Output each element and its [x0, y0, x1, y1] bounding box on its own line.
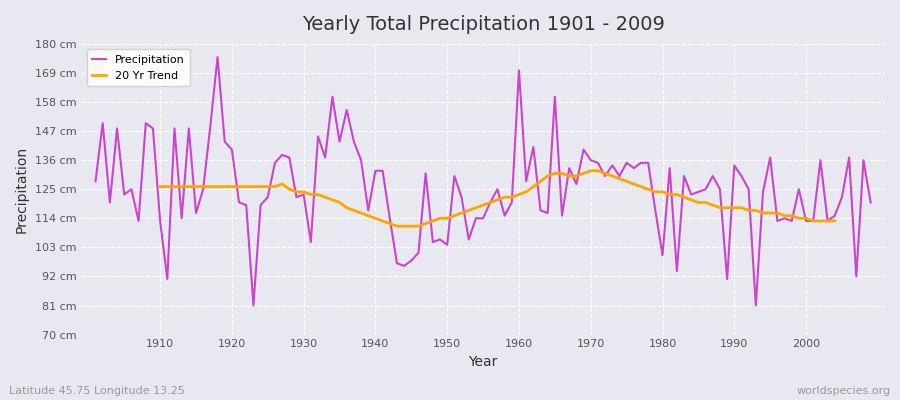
Title: Yearly Total Precipitation 1901 - 2009: Yearly Total Precipitation 1901 - 2009 — [302, 15, 664, 34]
Legend: Precipitation, 20 Yr Trend: Precipitation, 20 Yr Trend — [86, 50, 190, 86]
X-axis label: Year: Year — [468, 355, 498, 369]
Text: Latitude 45.75 Longitude 13.25: Latitude 45.75 Longitude 13.25 — [9, 386, 184, 396]
Y-axis label: Precipitation: Precipitation — [15, 146, 29, 233]
Text: worldspecies.org: worldspecies.org — [796, 386, 891, 396]
